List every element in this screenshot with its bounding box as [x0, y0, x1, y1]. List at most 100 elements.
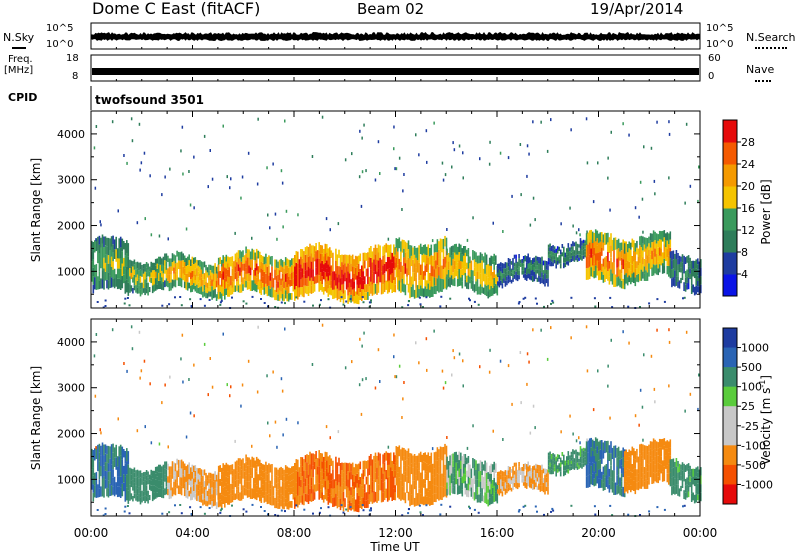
echo-cell [648, 510, 651, 513]
echo-cell [447, 278, 450, 287]
echo-cell [535, 255, 537, 261]
echo-cell [460, 261, 462, 270]
echo-cell [321, 453, 323, 462]
echo-cell [205, 500, 207, 507]
echo-cell [341, 477, 343, 486]
echo-cell [123, 274, 125, 284]
echo-cell [350, 279, 352, 287]
echo-cell [591, 450, 594, 463]
echo-cell [655, 254, 658, 265]
echo-cell [297, 251, 299, 264]
echo-cell [348, 282, 351, 293]
echo-cell [255, 492, 258, 501]
echo-cell [563, 257, 565, 263]
echo-cell [605, 256, 608, 268]
echo-cell [442, 178, 445, 182]
echo-cell [252, 280, 255, 291]
echo-cell [129, 475, 131, 485]
echo-cell [220, 266, 223, 274]
velocity-colorbar-frame [722, 327, 738, 505]
echo-cell [669, 447, 672, 456]
echo-cell [518, 470, 520, 475]
echo-cell [208, 472, 210, 478]
echo-cell [527, 461, 529, 467]
echo-cell [245, 302, 248, 305]
echo-cell [592, 200, 595, 204]
echo-cell [132, 288, 134, 294]
echo-cell [594, 253, 597, 266]
echo-cell [307, 455, 310, 465]
echo-cell [575, 439, 578, 443]
echo-cell [170, 490, 172, 499]
echo-cell [217, 292, 220, 300]
echo-cell [570, 296, 573, 299]
echo-cell [506, 276, 508, 281]
echo-cell [539, 478, 542, 486]
echo-cell [588, 254, 591, 267]
echo-cell [237, 278, 240, 286]
echo-cell [282, 225, 284, 229]
echo-cell [254, 268, 256, 276]
echo-cell [658, 239, 661, 248]
echo-cell [643, 353, 645, 357]
echo-cell [584, 246, 586, 249]
echo-cell [251, 248, 253, 260]
echo-cell [516, 268, 519, 275]
echo-cell [455, 462, 457, 474]
echo-cell [492, 429, 494, 433]
echo-cell [370, 246, 372, 258]
echo-cell [371, 481, 374, 493]
echo-cell [356, 502, 358, 512]
echo-cell [98, 479, 101, 489]
echo-cell [269, 289, 272, 298]
echo-cell [475, 252, 477, 262]
echo-cell [532, 404, 535, 408]
echo-cell [168, 511, 171, 514]
echo-cell [298, 486, 301, 496]
echo-cell [513, 478, 516, 483]
echo-cell [649, 262, 652, 270]
echo-cell [507, 279, 510, 284]
echo-cell [672, 467, 675, 477]
echo-cell [692, 468, 694, 477]
echo-cell [142, 273, 145, 279]
echo-cell [307, 484, 310, 495]
echo-cell [168, 474, 171, 483]
echo-cell [197, 287, 200, 294]
echo-cell [529, 470, 531, 477]
echo-cell [133, 264, 136, 270]
echo-cell [347, 279, 349, 288]
echo-cell [248, 457, 250, 466]
echo-cell [297, 287, 299, 300]
echo-cell [689, 476, 691, 482]
echo-cell [361, 497, 363, 509]
echo-cell [526, 144, 529, 148]
echo-cell [435, 468, 437, 477]
echo-cell [427, 283, 430, 297]
echo-cell [260, 496, 263, 503]
echo-cell [327, 248, 330, 257]
echo-cell [287, 276, 290, 285]
echo-cell [341, 462, 343, 471]
echo-cell [413, 263, 416, 273]
echo-cell [584, 456, 586, 460]
echo-band [395, 235, 448, 299]
echo-cell [472, 250, 474, 261]
echo-cell [263, 279, 266, 288]
echo-cell [361, 136, 363, 140]
echo-cell [504, 268, 507, 275]
echo-cell [458, 243, 460, 253]
echo-cell [188, 282, 190, 289]
echo-cell [397, 251, 399, 265]
echo-cell [512, 485, 514, 490]
echo-cell [545, 486, 548, 492]
echo-cell [687, 255, 690, 261]
echo-cell [354, 475, 357, 488]
echo-cell [127, 269, 130, 283]
echo-cell [661, 230, 664, 242]
echo-cell [660, 231, 662, 240]
echo-cell [262, 262, 264, 270]
echo-cell [269, 488, 272, 497]
echo-cell [135, 493, 137, 501]
echo-cell [281, 495, 284, 503]
